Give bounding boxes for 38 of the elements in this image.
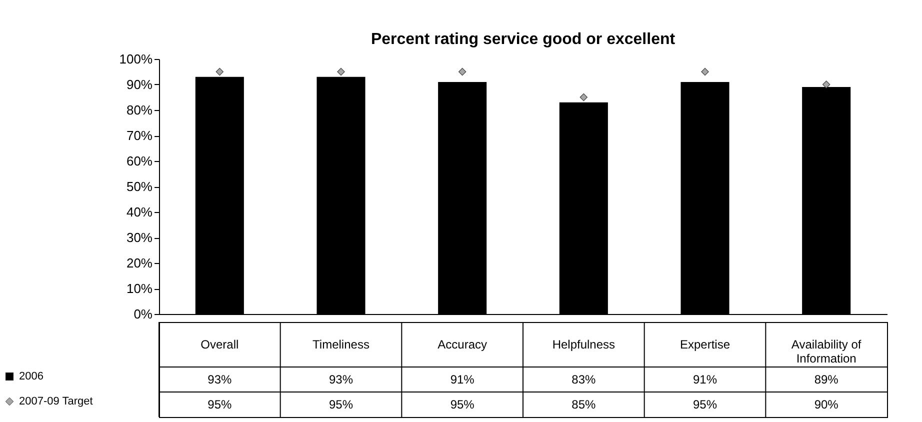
x-tick-label: Accuracy (438, 338, 488, 352)
data-label: 93% (208, 372, 232, 386)
point (701, 68, 709, 76)
data-label: 91% (450, 372, 475, 386)
point (216, 68, 224, 76)
y-tick-label: 30% (126, 230, 153, 245)
y-tick-label: 70% (126, 128, 153, 143)
chart-title: Percent rating service good or excellent (370, 31, 676, 48)
point (822, 80, 830, 88)
data-label: 90% (814, 398, 839, 412)
x-tick-label: Overall (200, 338, 239, 352)
y-tick-label: 50% (126, 179, 153, 194)
x-tick-label: Helpfulness (552, 338, 616, 352)
legend-label: 2006 (19, 370, 44, 382)
y-tick-label: 10% (126, 281, 153, 296)
data-label: 95% (208, 398, 232, 412)
data-label: 85% (572, 398, 596, 412)
y-tick-label: 100% (119, 52, 153, 66)
legend-label: 2007-09 Target (19, 396, 93, 408)
y-tick-label: 60% (126, 154, 153, 168)
data-label: 95% (450, 398, 475, 412)
data-label: 95% (328, 398, 354, 412)
point (458, 68, 466, 76)
y-tick-label: 20% (126, 256, 153, 270)
data-label: 95% (692, 398, 718, 412)
x-tick-label: Expertise (680, 338, 730, 352)
point (337, 68, 345, 76)
data-label: 89% (814, 372, 839, 386)
y-tick-label: 40% (126, 204, 153, 220)
data-label: 93% (328, 372, 354, 386)
x-tick-label: Timeliness (312, 338, 370, 352)
point (580, 93, 588, 102)
x-tick-label: Availability of Information (791, 338, 862, 366)
y-tick-label: 0% (134, 306, 153, 322)
y-tick-label: 80% (126, 102, 153, 118)
y-tick-label: 90% (126, 77, 153, 92)
data-label: 83% (572, 372, 596, 386)
data-label: 91% (692, 372, 718, 386)
